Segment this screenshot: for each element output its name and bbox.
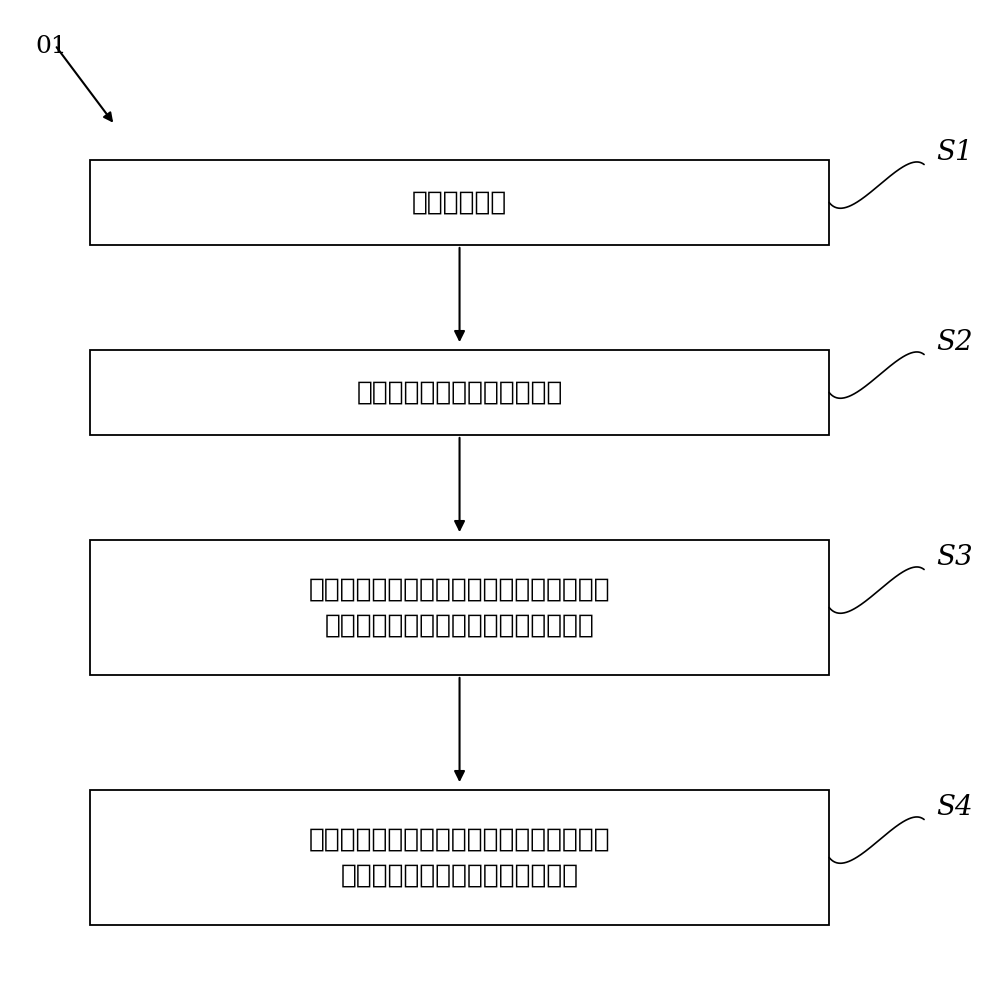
Text: 01: 01 xyxy=(35,35,67,58)
Text: 若待分析结点为关联结点，则获取所述待分
析结点与所述故障结点之间的关联信息: 若待分析结点为关联结点，则获取所述待分 析结点与所述故障结点之间的关联信息 xyxy=(309,576,610,639)
Bar xyxy=(90,790,829,925)
Bar xyxy=(90,350,829,435)
Text: 获取故障结点: 获取故障结点 xyxy=(412,190,507,216)
Text: 根据所述关联信息，获取所述待分析结点对
应于所述故障结点的关联受影响度: 根据所述关联信息，获取所述待分析结点对 应于所述故障结点的关联受影响度 xyxy=(309,826,610,888)
Bar xyxy=(90,540,829,675)
Text: S1: S1 xyxy=(936,139,973,166)
Text: S4: S4 xyxy=(936,794,973,821)
Bar xyxy=(90,160,829,245)
Text: S2: S2 xyxy=(936,329,973,356)
Text: 获取所述故障结点的关联结点: 获取所述故障结点的关联结点 xyxy=(357,380,562,406)
Text: S3: S3 xyxy=(936,544,973,571)
